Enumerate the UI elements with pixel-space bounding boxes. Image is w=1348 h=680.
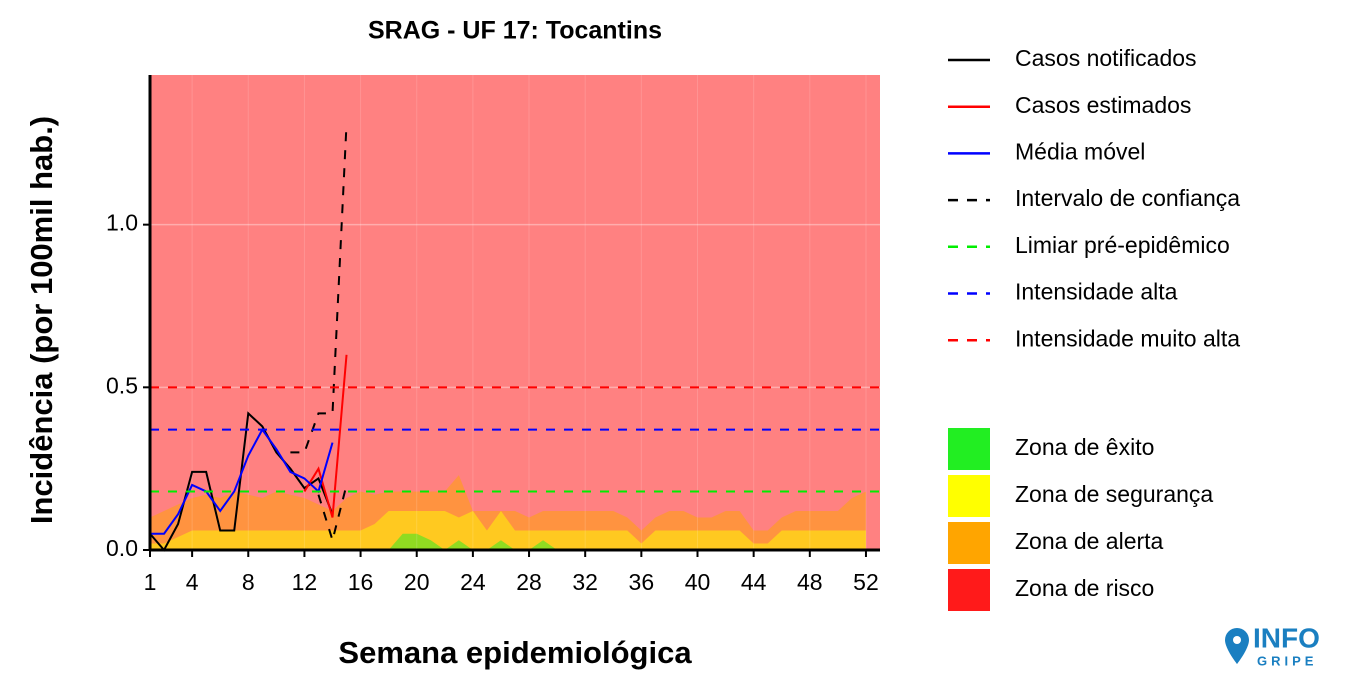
risk-zone <box>150 75 880 550</box>
legend-label: Intervalo de confiança <box>1015 185 1240 211</box>
legend-label: Média móvel <box>1015 138 1145 164</box>
legend-swatch <box>948 569 990 611</box>
legend-label: Intensidade alta <box>1015 279 1178 305</box>
x-tick-label: 40 <box>685 569 711 595</box>
legend-label: Limiar pré-epidêmico <box>1015 232 1230 258</box>
legend-label: Casos estimados <box>1015 92 1191 118</box>
series-line <box>150 427 334 535</box>
logo: INFO GRIPE <box>1225 622 1320 668</box>
y-tick-label: 0.0 <box>106 535 138 561</box>
logo-pin-hole <box>1233 636 1241 644</box>
y-axis-label: Incidência (por 100mil hab.) <box>24 116 59 524</box>
legend-label: Zona de risco <box>1015 575 1154 601</box>
x-tick-label: 48 <box>797 569 823 595</box>
plot-area <box>149 75 880 552</box>
zone-area <box>150 533 866 550</box>
legend-swatch <box>948 428 990 470</box>
legend-label: Zona de segurança <box>1015 481 1213 507</box>
legend-label: Zona de êxito <box>1015 434 1154 460</box>
x-tick-label: 1 <box>144 569 157 595</box>
y-tick-label: 1.0 <box>106 210 138 236</box>
x-tick-label: 32 <box>572 569 598 595</box>
series-line <box>303 354 348 518</box>
x-tick-label: 16 <box>348 569 374 595</box>
y-tick-label: 0.5 <box>106 372 138 398</box>
legend-label: Zona de alerta <box>1015 528 1164 554</box>
legend-swatch <box>948 475 990 517</box>
zone-area <box>150 510 866 550</box>
legend-label: Casos notificados <box>1015 45 1197 71</box>
x-tick-label: 24 <box>460 569 486 595</box>
legend-swatch <box>948 522 990 564</box>
x-tick-label: 52 <box>853 569 879 595</box>
x-tick-label: 28 <box>516 569 542 595</box>
x-tick-label: 44 <box>741 569 767 595</box>
x-tick-label: 12 <box>292 569 318 595</box>
x-tick-label: 36 <box>629 569 655 595</box>
logo-subtitle: GRIPE <box>1257 653 1317 668</box>
ci-upper-line <box>290 123 348 454</box>
logo-pin <box>1225 628 1249 664</box>
logo-title: INFO <box>1253 622 1320 653</box>
x-tick-label: 8 <box>242 569 255 595</box>
chart-title: SRAG - UF 17: Tocantins <box>368 17 662 45</box>
x-axis-label: Semana epidemiológica <box>338 635 692 670</box>
legend-label: Intensidade muito alta <box>1015 325 1240 351</box>
x-tick-label: 20 <box>404 569 430 595</box>
x-tick-label: 4 <box>186 569 199 595</box>
